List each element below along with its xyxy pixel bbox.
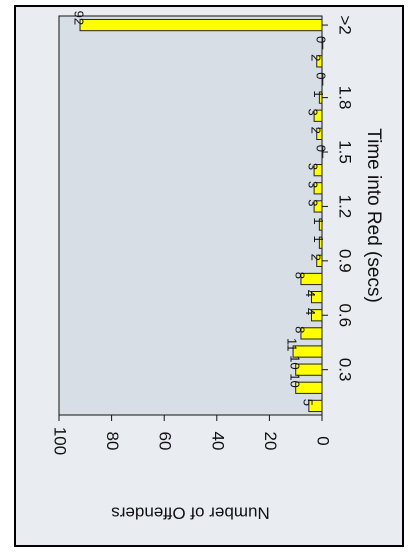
bar->2 (79, 18, 323, 32)
bar-label-1.4: 3 (306, 163, 321, 170)
bar-series (79, 18, 324, 413)
category-axis-label: Time into Red (secs) (363, 128, 384, 303)
bar-0.5 (300, 327, 323, 340)
bar-label-0.6: 4 (303, 308, 318, 315)
bar-0.4 (292, 345, 323, 358)
bar-1.9 (321, 73, 324, 86)
category-tick-label-0.6: 0.6 (336, 303, 355, 327)
bar-label-1.2: 3 (306, 199, 321, 206)
bar-1.3 (313, 182, 323, 195)
bar-label-1.1: 1 (311, 217, 326, 224)
category-tick-label-1.8: 1.8 (336, 86, 355, 110)
value-tick-label-20: 20 (261, 432, 280, 451)
bar-0.7 (310, 290, 323, 304)
bar-1.7 (313, 109, 323, 122)
bar-label-1.0: 1 (311, 235, 326, 242)
category-tick-label-1.2: 1.2 (336, 195, 355, 219)
bar-0.1 (308, 399, 323, 413)
value-tick-label-60: 60 (156, 432, 175, 451)
bar-1.1 (318, 218, 323, 231)
bar-label-0.2: 10 (287, 373, 302, 387)
bar-label-0.9: 2 (308, 254, 323, 261)
bar-label-1.8: 1 (311, 90, 326, 97)
bar-label-1.7: 3 (306, 109, 321, 116)
bar-label-0.7: 4 (303, 290, 318, 297)
bar-label-0.4: 11 (285, 338, 300, 352)
bar-0.2 (295, 381, 323, 394)
bar-label-1.5: 0 (314, 145, 329, 152)
bar-1.4 (313, 164, 323, 177)
bar-label-0.3: 10 (287, 355, 302, 369)
bar-label->2: 92 (72, 11, 87, 25)
bar-label-2.0: 2 (308, 54, 323, 61)
category-tick-label-0.3: 0.3 (336, 358, 355, 382)
value-tick-label-100: 100 (51, 427, 70, 455)
value-axis-label: Number of Offenders (111, 504, 269, 523)
bar-2.0 (316, 55, 323, 68)
bar-label-0.5: 8 (293, 326, 308, 333)
bar-label-1.9: 0 (314, 72, 329, 79)
category-axis-ticks: 0.3 0.6 0.9 1.2 1.5 1.8 >2 (322, 15, 355, 381)
value-tick-label-80: 80 (103, 432, 122, 451)
bar-label-0.8: 8 (293, 272, 308, 279)
category-tick-label-0.9: 0.9 (336, 249, 355, 273)
bar-label-1.6: 2 (308, 127, 323, 134)
bar-0.8 (300, 272, 323, 286)
category-tick-label-1.5: 1.5 (336, 140, 355, 164)
plot-area (58, 15, 323, 416)
bar-label-2.1: 0 (314, 36, 329, 43)
value-tick-label-0: 0 (314, 436, 333, 445)
value-axis-ticks: 0 20 40 60 80 100 (51, 415, 333, 455)
bar-2.1 (321, 37, 324, 50)
bar-label-0.1: 5 (300, 399, 315, 406)
bar-1.0 (318, 236, 323, 249)
category-tick-label->2: >2 (336, 15, 355, 34)
value-tick-label-40: 40 (208, 432, 227, 451)
bar-label-1.3: 3 (306, 181, 321, 188)
bar-1.6 (316, 127, 323, 141)
